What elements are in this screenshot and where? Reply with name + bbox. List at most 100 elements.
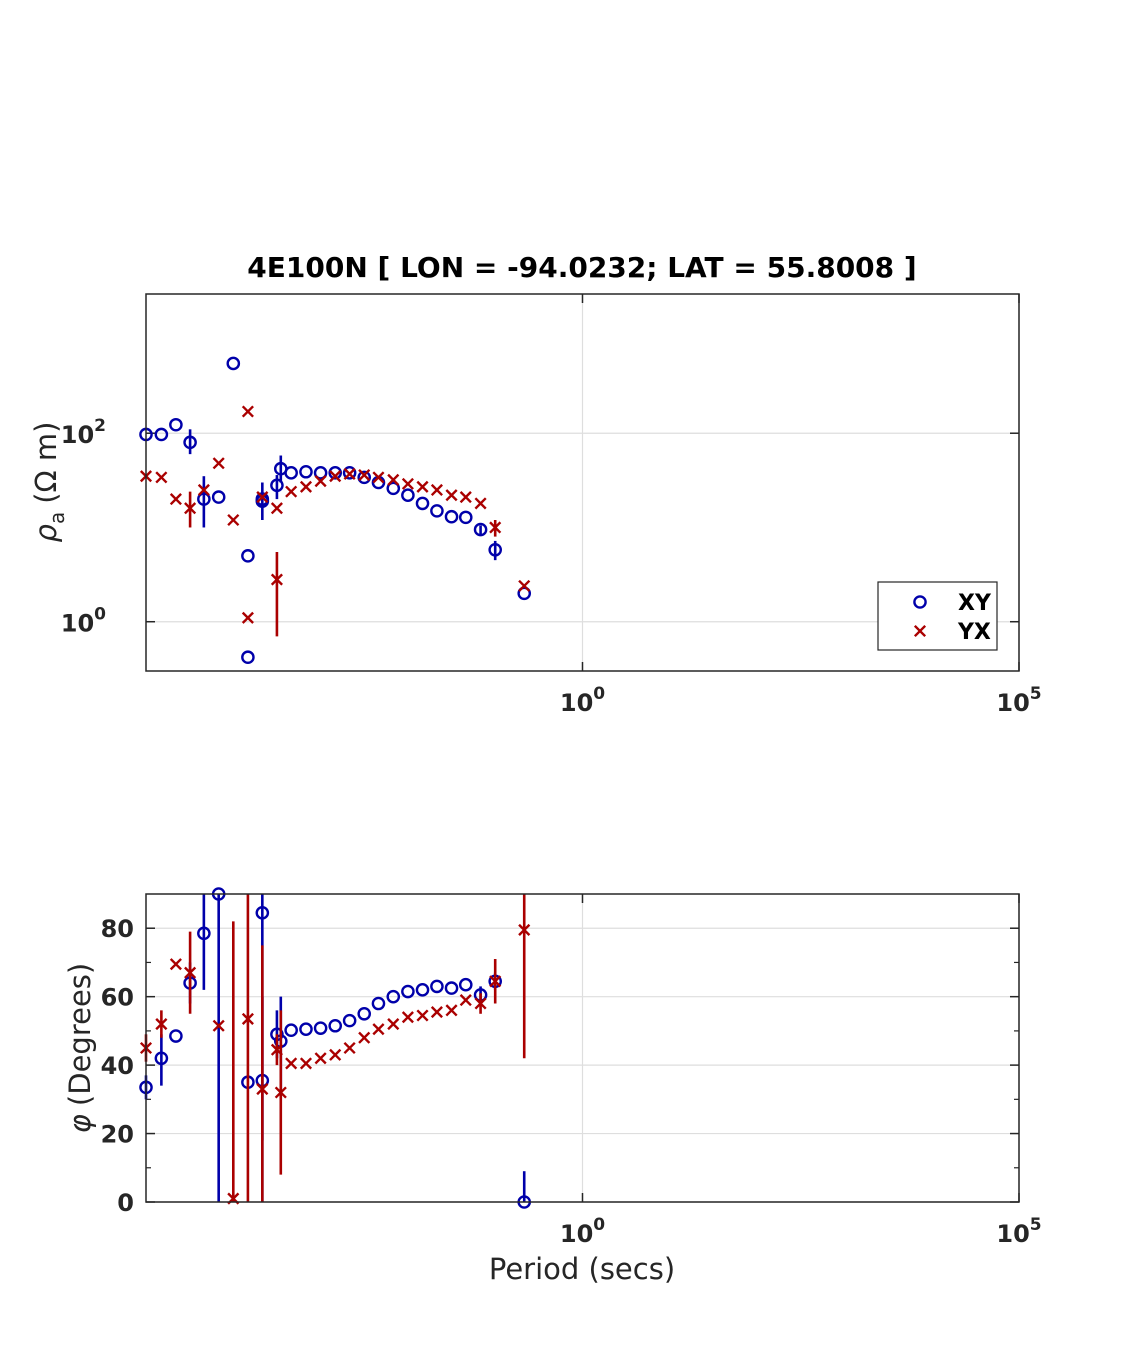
x-axis-label: Period (secs) [489,1252,675,1286]
phi-xy-point [328,1018,343,1033]
rho-yx-point [329,470,342,483]
tick-base: 10 [996,1220,1029,1248]
tick-base: 10 [996,689,1029,717]
phi-xy-point [458,977,473,992]
rho-yx-point [227,513,240,527]
phi-y-tick-label: 20 [101,1121,134,1149]
phi-xy-point [284,1023,298,1038]
phi-y-tick-label: 60 [101,984,134,1012]
phi-yx-point [256,1083,269,1096]
tick-base: 10 [61,610,94,638]
rho-xy-point [284,466,298,480]
phi-xy-point [357,1006,372,1021]
rho-yx-point [518,579,531,592]
rho-yx-point [184,502,197,515]
phi-yx-point [387,1017,400,1031]
legend-label-yx: YX [957,620,991,645]
rho-yx-point [343,467,356,480]
rho-yx-point [372,471,385,484]
rho-yx-point [197,483,210,497]
phi-xy-point [154,1051,169,1066]
legend-marker-xy [913,595,927,609]
rho-y-tick-label: 100 [61,605,106,638]
rho-xy-point [211,490,226,504]
rho-xy-point [357,470,372,485]
rho-yx-point [314,475,327,488]
phi-xy-point [371,996,386,1011]
phi-xy-point [169,1029,183,1043]
phi-xy-point [255,906,270,920]
rho-xy-point [197,492,211,506]
rho-yx-point [358,468,371,482]
phi-symbol: φ [63,1114,97,1133]
rho-y-tick-label: 102 [61,416,106,449]
rho-xy-point [386,481,401,496]
rho-yx-point [212,457,225,470]
rho-yx-point [241,405,254,418]
phase-y-axis-label: φ (Degrees) [63,963,97,1133]
resistivity-y-axis-label: ρa (Ω m) [29,422,69,543]
rho-yx-point [299,480,313,493]
tick-exponent: 0 [593,684,605,704]
rho-xy-point [183,435,197,450]
rho-yx-point [445,489,458,502]
rho-x-tick-label: 105 [996,684,1041,717]
rho-yx-point [387,473,400,486]
tick-exponent: 0 [593,1215,605,1235]
tick-exponent: 2 [94,416,106,436]
tick-exponent: 5 [1030,684,1042,704]
rho-xy-point [328,466,343,480]
phi-y-tick-label: 0 [117,1189,134,1217]
rho-xy-point [444,509,459,524]
phi-unit: (Degrees) [63,963,97,1106]
phi-y-tick-label: 40 [101,1052,134,1080]
phi-yx-point [518,923,531,936]
rho-xy-point [226,356,241,371]
phi-yx-point [474,997,487,1010]
tick-base: 10 [61,421,94,449]
legend-label-xy: XY [958,591,992,616]
resistivity-data [139,356,532,665]
phi-yx-point [401,1011,414,1024]
rho-yx-point [270,573,283,586]
rho-yx-point [459,491,472,504]
phi-yx-point [445,1004,458,1017]
phi-yx-point [155,1017,168,1031]
phi-xy-point [401,984,415,999]
rho-unit: (Ω m) [29,422,63,504]
rho-yx-point [155,471,168,484]
rho-yx-point [430,483,443,497]
rho-xy-point [401,488,415,502]
rho-yx-point [270,502,283,515]
legend-item-yx: YX [913,620,991,645]
rho-xy-point [458,510,473,525]
phi-yx-point [489,975,502,988]
resistivity-axes-box [145,293,1020,672]
phi-x-tick-label: 100 [560,1215,605,1248]
phi-series-yx [139,894,531,1205]
phi-yx-point [459,994,472,1007]
phi-yx-point [274,1086,287,1099]
rho-xy-point [342,466,357,480]
legend: XY YX [877,581,998,651]
rho-yx-point [401,477,414,490]
chart-title: 4E100N [ LON = -94.0232; LAT = 55.8008 ] [247,251,916,284]
rho-xy-point [415,496,430,511]
legend-box [877,581,998,651]
phi-yx-point [416,1009,429,1022]
phi-yx-point [169,958,182,971]
rho-yx-point [241,611,254,624]
phi-yx-point [372,1023,385,1036]
rho-xy-point [313,466,328,480]
rho-yx-point [474,497,487,510]
phi-xy-point [342,1013,357,1028]
rho-subscript: a [45,512,69,524]
rho-xy-point [154,427,169,442]
tick-base: 10 [560,689,593,717]
rho-yx-point [416,480,429,493]
